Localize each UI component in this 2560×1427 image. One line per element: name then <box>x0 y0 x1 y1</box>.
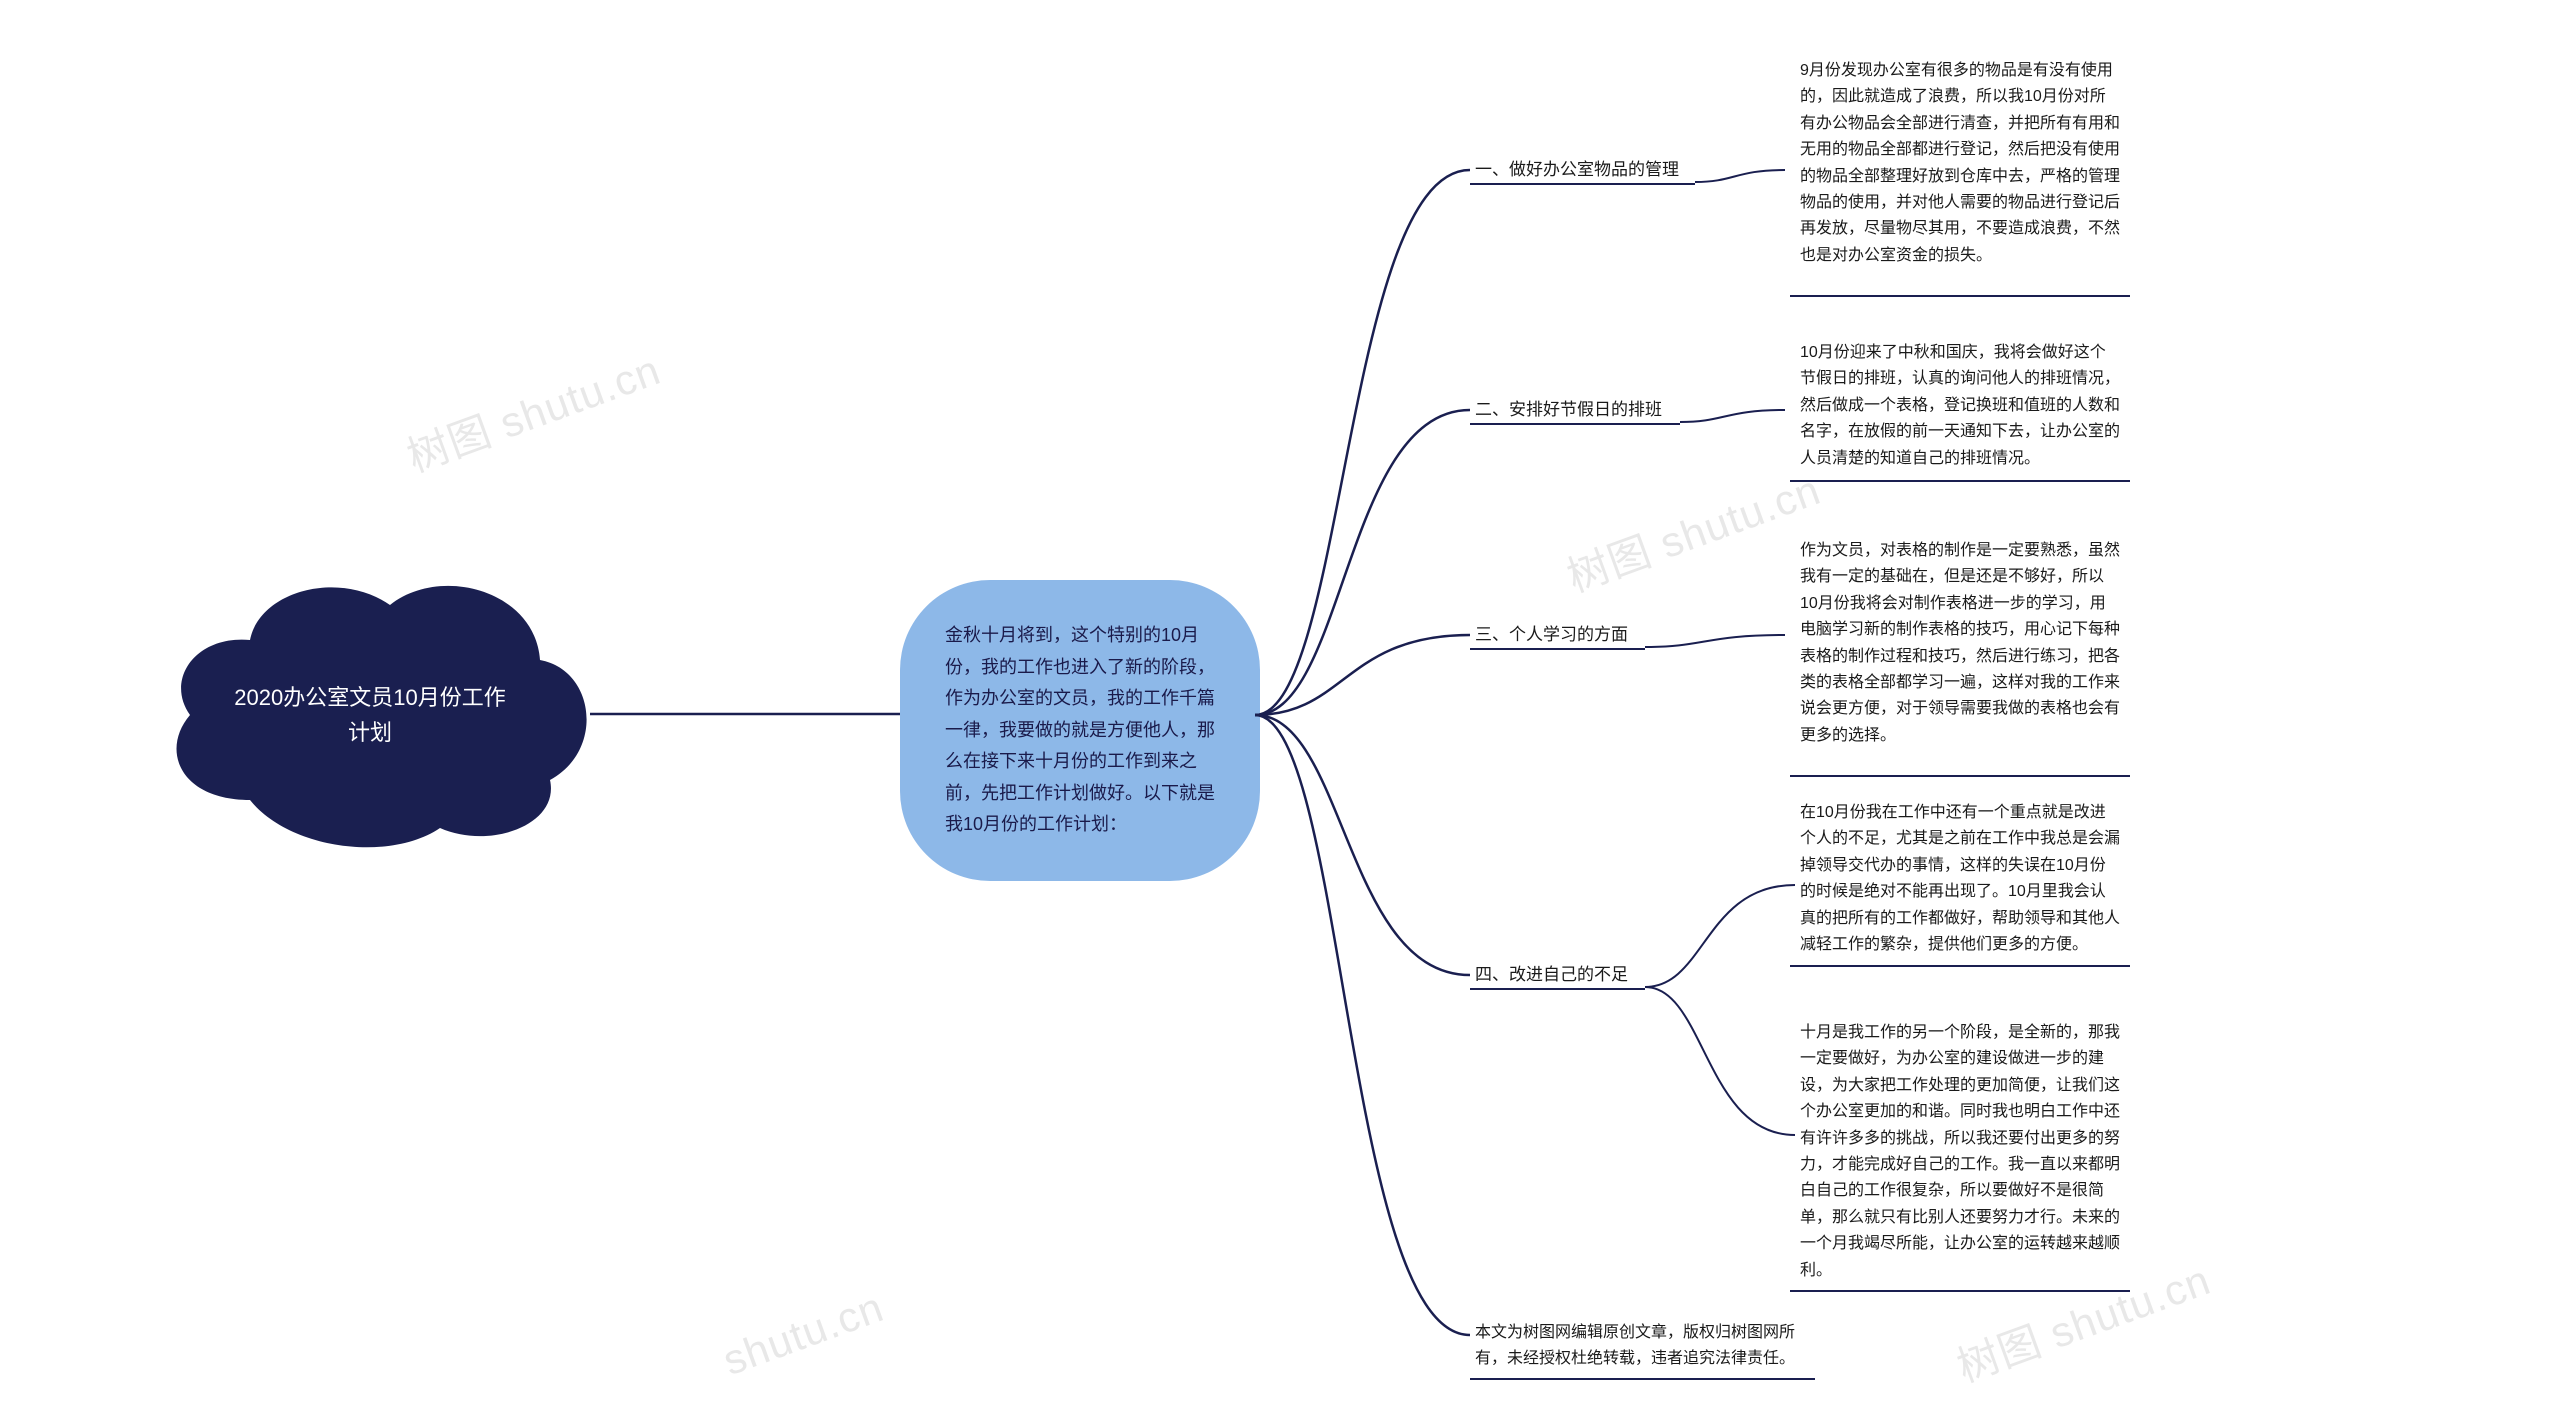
connector-root-intro <box>590 710 910 720</box>
branch-4-leaf-2: 十月是我工作的另一个阶段，是全新的，那我一定要做好，为办公室的建设做进一步的建设… <box>1800 1020 2120 1284</box>
branch-1-label: 一、做好办公室物品的管理 <box>1475 155 1679 180</box>
branch-2-leaf-1-underline <box>1790 480 2130 482</box>
root-title: 2020办公室文员10月份工作计划 <box>230 680 510 750</box>
connector-b1-leaf <box>1695 155 1795 195</box>
connector-b4-leaves <box>1645 870 1800 1150</box>
branch-4-leaf-1: 在10月份我在工作中还有一个重点就是改进个人的不足，尤其是之前在工作中我总是会漏… <box>1800 800 2120 958</box>
branch-2-label: 二、安排好节假日的排班 <box>1475 395 1662 420</box>
branch-5-footer: 本文为树图网编辑原创文章，版权归树图网所有，未经授权杜绝转载，违者追究法律责任。 <box>1475 1320 1815 1371</box>
branch-1-leaf-1-underline <box>1790 295 2130 297</box>
branch-3-leaf-1: 作为文员，对表格的制作是一定要熟悉，虽然我有一定的基础在，但是还是不够好，所以1… <box>1800 538 2120 749</box>
connector-b2-leaf <box>1680 395 1790 435</box>
watermark: 树图 shutu.cn <box>1558 456 1828 604</box>
branch-3-underline <box>1470 648 1645 650</box>
branch-2-underline <box>1470 423 1680 425</box>
branch-1-leaf-1: 9月份发现办公室有很多的物品是有没有使用的，因此就造成了浪费，所以我10月份对所… <box>1800 58 2120 269</box>
watermark: 树图 shutu.cn <box>398 336 668 484</box>
watermark: shutu.cn <box>717 1283 890 1385</box>
branch-4-label: 四、改进自己的不足 <box>1475 960 1628 985</box>
branch-4-underline <box>1470 988 1645 990</box>
connector-fan <box>1255 150 1485 1350</box>
connector-b3-leaf <box>1645 620 1790 660</box>
branch-3-label: 三、个人学习的方面 <box>1475 620 1628 645</box>
branch-3-leaf-1-underline <box>1790 775 2130 777</box>
intro-bubble: 金秋十月将到，这个特别的10月份，我的工作也进入了新的阶段，作为办公室的文员，我… <box>900 580 1260 881</box>
branch-4-leaf-2-underline <box>1790 1290 2130 1292</box>
branch-5-underline <box>1470 1378 1815 1380</box>
branch-2-leaf-1: 10月份迎来了中秋和国庆，我将会做好这个节假日的排班，认真的询问他人的排班情况，… <box>1800 340 2120 472</box>
branch-4-leaf-1-underline <box>1790 965 2130 967</box>
branch-1-underline <box>1470 183 1695 185</box>
